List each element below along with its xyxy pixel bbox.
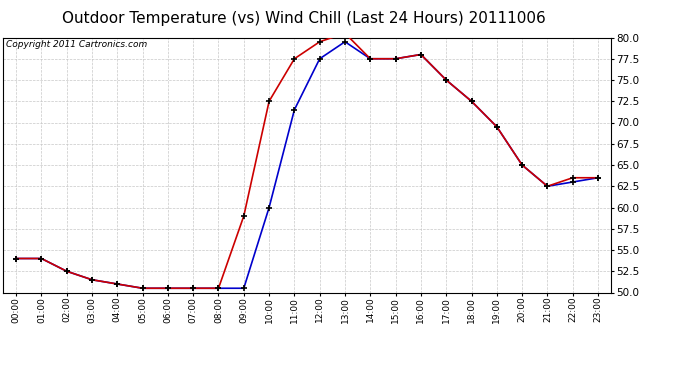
Text: Outdoor Temperature (vs) Wind Chill (Last 24 Hours) 20111006: Outdoor Temperature (vs) Wind Chill (Las… <box>61 11 546 26</box>
Text: Copyright 2011 Cartronics.com: Copyright 2011 Cartronics.com <box>6 40 148 49</box>
